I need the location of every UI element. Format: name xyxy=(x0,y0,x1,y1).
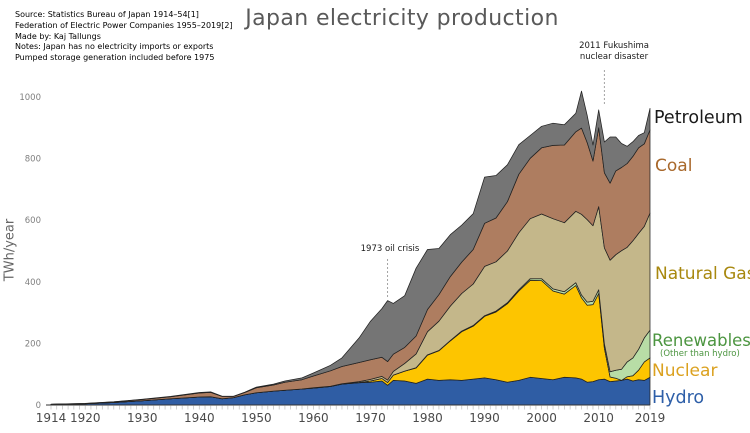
source-line: Pumped storage generation included befor… xyxy=(15,53,215,63)
label-renewables-subtitle: (Other than hydro) xyxy=(660,349,740,359)
source-line: Source: Statistics Bureau of Japan 1914–… xyxy=(15,10,199,19)
label-coal: Coal xyxy=(655,156,693,176)
annotation-oil-crisis: 1973 oil crisis xyxy=(360,244,420,254)
x-tick-label: 1990 xyxy=(469,411,500,425)
y-tick-label: 200 xyxy=(25,339,41,349)
x-tick-label: 1980 xyxy=(412,411,443,425)
area-petroleum xyxy=(50,90,651,405)
label-nuclear: Nuclear xyxy=(652,361,718,381)
y-tick-label: 800 xyxy=(25,155,41,165)
y-tick-label: 1000 xyxy=(19,93,41,103)
y-axis-title: TWh/year xyxy=(2,218,18,282)
x-tick-label: 2000 xyxy=(526,411,557,425)
label-renewables: Renewables xyxy=(652,331,750,350)
chart-title: Japan electricity production xyxy=(245,6,559,31)
x-tick-label: 2010 xyxy=(583,411,614,425)
x-tick-label: 2019 xyxy=(635,411,666,425)
annotation-fukushima-line2: nuclear disaster xyxy=(579,51,649,62)
source-line: Made by: Kaj Tallungs xyxy=(15,31,101,41)
label-natural-gas: Natural Gas xyxy=(655,264,750,284)
y-tick-label: 0 xyxy=(36,401,41,411)
x-tick-label: 1960 xyxy=(298,411,329,425)
source-line: Notes: Japan has no electricity imports … xyxy=(15,42,214,52)
x-tick-label: 1920 xyxy=(70,411,101,425)
y-tick-label: 600 xyxy=(25,216,41,226)
x-tick-label: 1950 xyxy=(241,411,272,425)
y-tick-label: 400 xyxy=(25,278,41,288)
x-tick-label: 1930 xyxy=(127,411,158,425)
label-hydro: Hydro xyxy=(652,388,705,408)
x-tick-label: 1940 xyxy=(184,411,215,425)
source-line: Federation of Electric Power Companies 1… xyxy=(15,20,233,30)
label-petroleum: Petroleum xyxy=(654,108,743,128)
annotation-fukushima-line1: 2011 Fukushima xyxy=(579,41,649,51)
source-note: Source: Statistics Bureau of Japan 1914–… xyxy=(15,10,233,64)
x-tick-label: 1970 xyxy=(355,411,386,425)
x-tick-label: 1914 xyxy=(36,411,67,425)
annotation-fukushima: 2011 Fukushima nuclear disaster xyxy=(579,41,649,62)
